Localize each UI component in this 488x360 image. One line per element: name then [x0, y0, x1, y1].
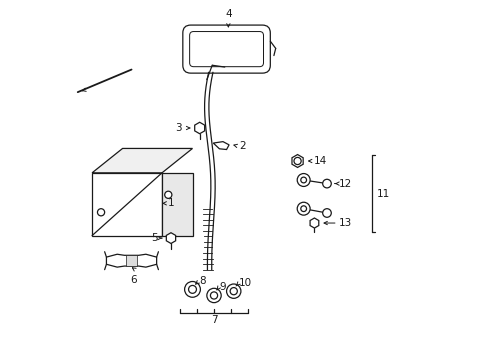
- Circle shape: [293, 157, 301, 165]
- Polygon shape: [106, 254, 156, 267]
- Circle shape: [297, 202, 309, 215]
- Text: 8: 8: [199, 276, 205, 286]
- Circle shape: [322, 179, 330, 188]
- Text: 6: 6: [130, 275, 136, 285]
- Text: 11: 11: [376, 189, 389, 199]
- Polygon shape: [126, 255, 137, 266]
- Text: 9: 9: [219, 282, 225, 292]
- Text: 3: 3: [175, 123, 182, 133]
- Polygon shape: [309, 218, 318, 228]
- Polygon shape: [213, 141, 228, 149]
- Circle shape: [210, 292, 217, 299]
- Circle shape: [226, 284, 241, 298]
- Circle shape: [97, 209, 104, 216]
- Text: 14: 14: [313, 156, 326, 166]
- Text: 4: 4: [224, 9, 231, 19]
- Circle shape: [164, 191, 171, 198]
- Polygon shape: [166, 233, 175, 243]
- Circle shape: [300, 206, 306, 212]
- Circle shape: [184, 282, 200, 297]
- Text: 7: 7: [210, 315, 217, 325]
- Text: 10: 10: [239, 278, 252, 288]
- Circle shape: [230, 288, 237, 295]
- Polygon shape: [92, 173, 162, 235]
- Text: 2: 2: [239, 141, 245, 151]
- Circle shape: [188, 285, 196, 293]
- Circle shape: [322, 209, 330, 217]
- Circle shape: [300, 177, 306, 183]
- Text: 13: 13: [338, 218, 351, 228]
- Polygon shape: [194, 122, 204, 134]
- Text: 12: 12: [338, 179, 351, 189]
- Text: 5: 5: [151, 233, 158, 243]
- Polygon shape: [92, 148, 192, 173]
- Circle shape: [206, 288, 221, 303]
- Text: 1: 1: [167, 198, 174, 208]
- FancyBboxPatch shape: [183, 25, 270, 73]
- Polygon shape: [291, 154, 303, 167]
- Circle shape: [297, 174, 309, 186]
- Polygon shape: [162, 173, 192, 235]
